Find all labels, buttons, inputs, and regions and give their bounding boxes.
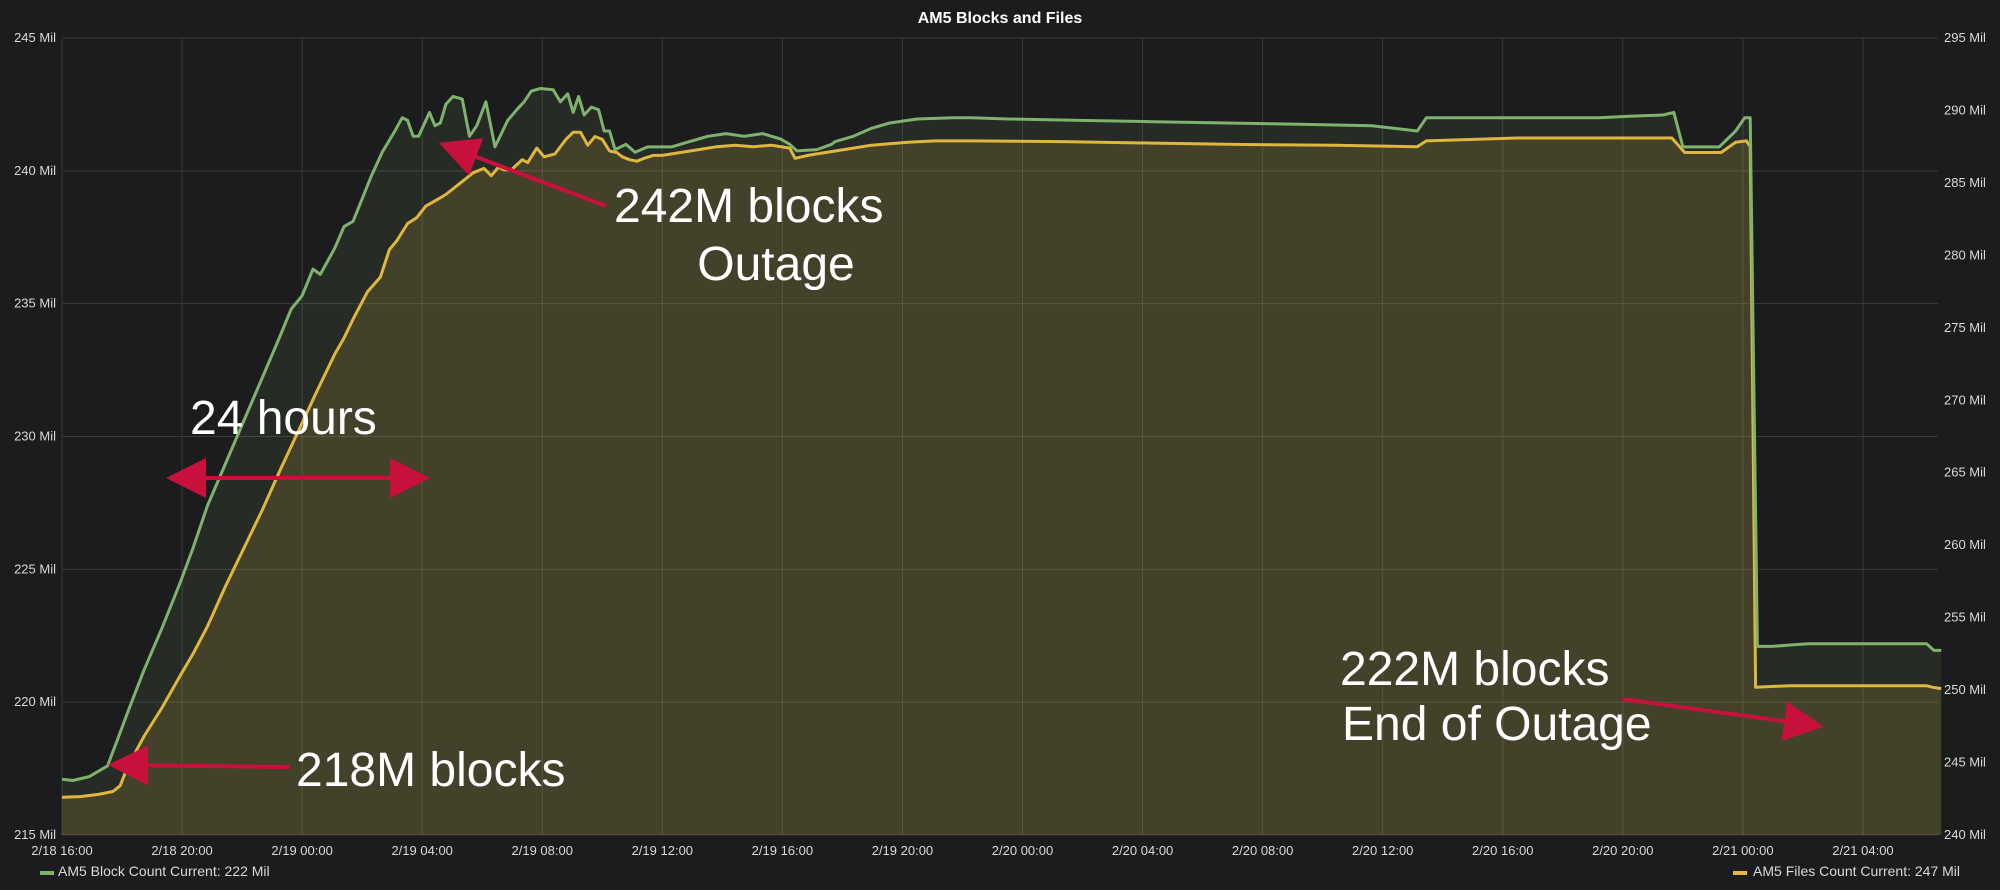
- x-tick-label: 2/21 04:00: [1832, 843, 1893, 858]
- am5-block-count-line: [61, 87, 1942, 782]
- x-tick-label: 2/19 16:00: [752, 843, 813, 858]
- y-right-tick-label: 290 Mil: [1944, 102, 1986, 117]
- grid: [61, 37, 1938, 836]
- y-left-tick-label: 235 Mil: [14, 296, 56, 311]
- axes: 215 Mil 220 Mil 225 Mil 230 Mil 235 Mil 240 M…: [14, 30, 1986, 858]
- annotation-24h-text: 24 hours: [190, 392, 377, 445]
- annotation-outage-text: Outage: [697, 238, 854, 291]
- annotation-outage-arrow: [438, 138, 607, 208]
- legend: AM5 Block Count Current: 222 Mil AM5 File…: [40, 863, 1960, 879]
- am5-files-count-area: [62, 132, 1942, 835]
- am5-block-count-area: [62, 88, 1942, 835]
- x-tick-label: 2/19 12:00: [632, 843, 693, 858]
- y-left-tick-label: 245 Mil: [14, 30, 56, 45]
- legend-swatch-block-count: [40, 871, 54, 875]
- x-tick-label: 2/19 08:00: [512, 843, 573, 858]
- y-left-tick-label: 225 Mil: [14, 561, 56, 576]
- y-right-tick-label: 285 Mil: [1944, 175, 1986, 190]
- x-tick-label: 2/18 20:00: [151, 843, 212, 858]
- y-right-tick-label: 295 Mil: [1944, 30, 1986, 45]
- annotation-218m-text: 218M blocks: [296, 744, 565, 797]
- y-right-tick-label: 280 Mil: [1944, 247, 1986, 262]
- y-right-tick-label: 245 Mil: [1944, 755, 1986, 770]
- y-left-tick-label: 215 Mil: [14, 827, 56, 842]
- x-tick-label: 2/20 04:00: [1112, 843, 1173, 858]
- x-tick-label: 2/19 20:00: [872, 843, 933, 858]
- y-left-tick-label: 240 Mil: [14, 163, 56, 178]
- chart-title: AM5 Blocks and Files: [918, 10, 1083, 27]
- legend-label-block-count: AM5 Block Count Current: 222 Mil: [58, 863, 270, 879]
- y-left-tick-label: 230 Mil: [14, 429, 56, 444]
- annotation-end-text: End of Outage: [1342, 698, 1652, 751]
- y-left-tick-label: 220 Mil: [14, 694, 56, 709]
- y-right-tick-label: 250 Mil: [1944, 682, 1986, 697]
- y-right-tick-label: 265 Mil: [1944, 465, 1986, 480]
- x-tick-label: 2/20 16:00: [1472, 843, 1533, 858]
- x-tick-label: 2/18 16:00: [31, 843, 92, 858]
- x-tick-label: 2/20 00:00: [992, 843, 1053, 858]
- x-tick-label: 2/20 20:00: [1592, 843, 1653, 858]
- x-tick-label: 2/20 08:00: [1232, 843, 1293, 858]
- y-right-tick-label: 240 Mil: [1944, 827, 1986, 842]
- x-tick-label: 2/19 04:00: [391, 843, 452, 858]
- y-right-tick-label: 260 Mil: [1944, 537, 1986, 552]
- legend-label-files-count: AM5 Files Count Current: 247 Mil: [1753, 863, 1960, 879]
- annotation-218m-arrow: [108, 745, 291, 786]
- y-right-tick-label: 275 Mil: [1944, 320, 1986, 335]
- annotation-end-arrow: [1621, 697, 1824, 742]
- x-tick-label: 2/20 12:00: [1352, 843, 1413, 858]
- legend-swatch-files-count: [1733, 871, 1748, 875]
- series-group: [61, 87, 1942, 835]
- annotation-outage-text: 242M blocks: [614, 180, 883, 233]
- y-right-tick-label: 270 Mil: [1944, 392, 1986, 407]
- annotation-end-text: 222M blocks: [1340, 643, 1609, 696]
- y-right-tick-label: 255 Mil: [1944, 610, 1986, 625]
- x-tick-label: 2/21 00:00: [1712, 843, 1773, 858]
- am5-files-count-line: [61, 130, 1942, 799]
- x-tick-label: 2/19 00:00: [271, 843, 332, 858]
